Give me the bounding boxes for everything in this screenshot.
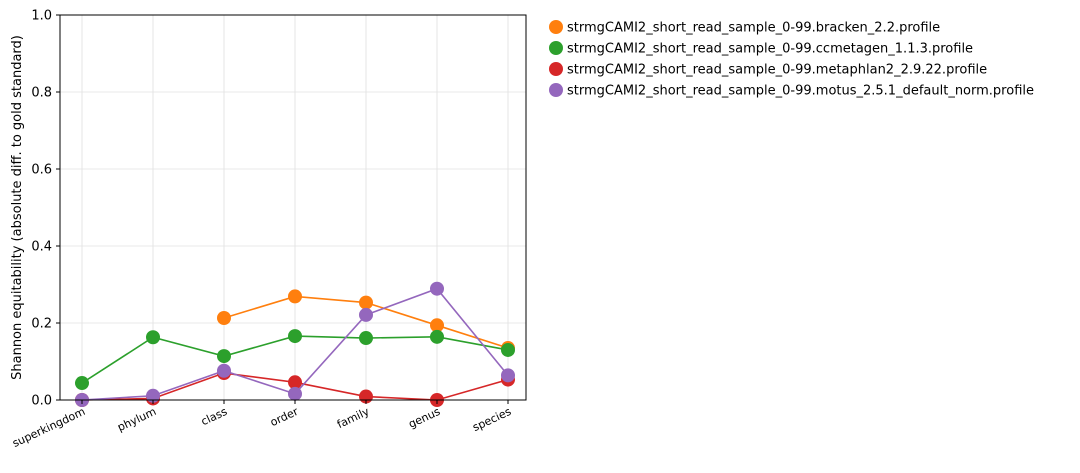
legend-marker bbox=[549, 83, 563, 97]
legend: strmgCAMI2_short_read_sample_0-99.bracke… bbox=[549, 20, 1034, 99]
data-point bbox=[217, 349, 231, 364]
x-tick-label: family bbox=[335, 405, 372, 431]
legend-marker bbox=[549, 20, 563, 34]
series-3 bbox=[75, 281, 515, 407]
legend-item: strmgCAMI2_short_read_sample_0-99.motus_… bbox=[549, 83, 1034, 99]
series-layer bbox=[75, 281, 515, 407]
data-point bbox=[288, 329, 302, 344]
data-point bbox=[501, 342, 515, 357]
y-tick-label: 0.4 bbox=[31, 240, 52, 255]
plot-frame bbox=[59, 14, 527, 401]
data-point bbox=[430, 281, 444, 296]
legend-label: strmgCAMI2_short_read_sample_0-99.metaph… bbox=[567, 63, 987, 78]
data-point bbox=[288, 375, 302, 390]
y-tick-label: 0.0 bbox=[31, 394, 52, 409]
legend-label: strmgCAMI2_short_read_sample_0-99.ccmeta… bbox=[567, 42, 973, 57]
legend-item: strmgCAMI2_short_read_sample_0-99.ccmeta… bbox=[549, 41, 973, 57]
y-tick-label: 0.8 bbox=[31, 86, 52, 101]
x-tick-label: species bbox=[471, 405, 514, 434]
data-point bbox=[146, 388, 160, 403]
data-point bbox=[359, 331, 373, 346]
legend-marker bbox=[549, 62, 563, 76]
x-tick-label: order bbox=[268, 405, 301, 429]
legend-label: strmgCAMI2_short_read_sample_0-99.motus_… bbox=[567, 84, 1034, 99]
legend-marker bbox=[549, 41, 563, 55]
x-tick-label: superkingdom bbox=[10, 405, 87, 450]
data-point bbox=[217, 310, 231, 325]
x-tick-label: phylum bbox=[115, 405, 158, 434]
y-axis-label: Shannon equitability (absolute diff. to … bbox=[10, 35, 25, 380]
legend-item: strmgCAMI2_short_read_sample_0-99.bracke… bbox=[549, 20, 940, 36]
data-point bbox=[359, 295, 373, 310]
y-tick-label: 0.2 bbox=[31, 317, 52, 332]
y-tick-label: 1.0 bbox=[31, 9, 52, 24]
x-tick-label: genus bbox=[406, 405, 442, 431]
series-1 bbox=[75, 329, 515, 391]
x-tick-label: class bbox=[199, 405, 229, 428]
data-point bbox=[288, 289, 302, 304]
data-point bbox=[359, 307, 373, 322]
data-point bbox=[430, 318, 444, 333]
data-point bbox=[146, 330, 160, 345]
data-point bbox=[430, 329, 444, 344]
legend-item: strmgCAMI2_short_read_sample_0-99.metaph… bbox=[549, 62, 987, 78]
data-point bbox=[217, 363, 231, 378]
data-point bbox=[501, 368, 515, 383]
legend-label: strmgCAMI2_short_read_sample_0-99.bracke… bbox=[567, 21, 940, 36]
data-point bbox=[288, 386, 302, 401]
y-tick-label: 0.6 bbox=[31, 163, 52, 178]
data-point bbox=[75, 376, 89, 391]
